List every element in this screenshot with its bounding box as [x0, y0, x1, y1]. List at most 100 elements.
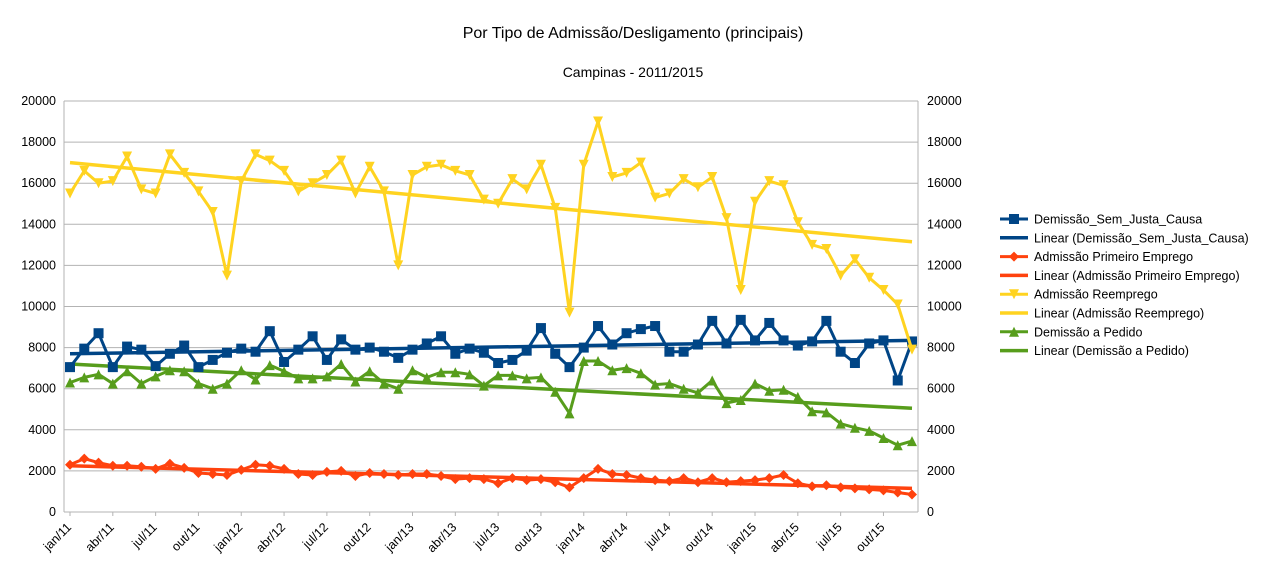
legend-item: Linear (Admissão Primeiro Emprego): [1000, 269, 1240, 283]
x-tick-label: jul/15: [813, 520, 845, 552]
data-point: [150, 371, 161, 382]
data-point: [393, 470, 404, 481]
data-point: [464, 473, 475, 484]
data-point: [221, 270, 232, 281]
data-point: [707, 375, 718, 386]
data-point: [150, 361, 161, 372]
data-point: [136, 378, 147, 389]
y-tick-label: 12000: [21, 258, 56, 272]
data-point: [878, 285, 889, 296]
data-point: [535, 323, 546, 334]
data-point: [350, 471, 361, 482]
data-point: [493, 198, 504, 209]
data-point: [778, 335, 789, 346]
data-point: [107, 362, 118, 373]
data-point: [250, 346, 261, 357]
x-tick-label: jan/13: [382, 520, 417, 555]
data-point: [279, 366, 290, 377]
data-point: [821, 315, 832, 326]
data-point: [207, 206, 218, 217]
legend-item: Linear (Demissão a Pedido): [1000, 344, 1189, 358]
data-point: [221, 347, 232, 358]
data-point: [678, 473, 689, 484]
data-point: [250, 149, 261, 160]
data-point: [478, 474, 489, 485]
x-tick-label: jan/14: [553, 520, 588, 555]
data-point: [450, 367, 461, 378]
x-tick-label: jul/11: [129, 520, 160, 551]
legend-item: Linear (Demissão_Sem_Justa_Causa): [1000, 231, 1249, 245]
data-point: [393, 383, 404, 394]
x-tick-label: jul/13: [471, 520, 503, 552]
data-point: [65, 377, 75, 388]
x-tick-label: out/14: [682, 520, 717, 555]
data-point: [521, 184, 532, 195]
data-point: [236, 464, 247, 475]
data-point: [136, 184, 147, 195]
x-tick-label: jan/15: [724, 520, 759, 555]
data-point: [721, 338, 732, 349]
data-point: [450, 474, 461, 485]
data-point: [778, 384, 789, 395]
series-linear-demiss-o-sem-justa-causa: [69, 338, 913, 356]
data-point: [792, 478, 803, 489]
data-point: [293, 373, 304, 384]
data-point: [550, 386, 561, 397]
y2-tick-label: 10000: [927, 300, 962, 314]
data-point: [807, 239, 818, 250]
data-point: [478, 194, 489, 205]
data-point: [521, 475, 532, 486]
data-point: [735, 314, 746, 325]
data-point: [493, 478, 504, 489]
data-point: [578, 355, 589, 366]
data-point: [535, 474, 546, 485]
data-point: [721, 398, 732, 409]
data-point: [150, 188, 161, 199]
data-point: [264, 360, 275, 371]
y-tick-label: 10000: [21, 300, 56, 314]
series-linear-admiss-o-primeiro-emprego: [69, 464, 913, 491]
data-point: [821, 243, 832, 254]
data-point: [892, 299, 903, 310]
data-point: [293, 344, 304, 355]
legend-item: Demissão a Pedido: [1000, 325, 1142, 339]
data-point: [664, 346, 675, 357]
data-point: [221, 378, 232, 389]
data-point: [664, 378, 675, 389]
data-point: [164, 149, 175, 160]
data-point: [593, 463, 604, 474]
x-tick-label: out/13: [511, 520, 546, 555]
legend-marker: [1009, 251, 1019, 262]
data-point: [835, 270, 846, 281]
y2-tick-label: 12000: [927, 258, 962, 272]
data-point: [193, 362, 204, 373]
data-point: [807, 336, 818, 347]
data-point: [550, 348, 561, 359]
data-point: [578, 159, 589, 170]
data-point: [193, 467, 204, 478]
x-tick-label: abr/12: [253, 520, 288, 555]
data-point: [421, 161, 432, 172]
data-point: [692, 477, 703, 488]
data-point: [635, 473, 646, 484]
y-tick-label: 16000: [21, 176, 56, 190]
data-point: [792, 217, 803, 228]
data-point: [564, 408, 575, 419]
y2-tick-label: 18000: [927, 135, 962, 149]
legend-label: Demissão_Sem_Justa_Causa: [1034, 213, 1202, 227]
data-point: [535, 372, 546, 383]
data-point: [478, 347, 489, 358]
data-point: [750, 378, 761, 389]
data-point: [864, 272, 875, 283]
data-point: [293, 186, 304, 197]
data-point: [378, 468, 389, 479]
legend-label: Linear (Admissão Primeiro Emprego): [1034, 269, 1240, 283]
data-point: [307, 470, 318, 481]
data-point: [336, 334, 347, 345]
data-point: [764, 385, 775, 396]
data-point: [878, 433, 889, 444]
data-point: [635, 324, 646, 335]
data-point: [307, 178, 318, 189]
data-point: [849, 358, 860, 369]
y-tick-label: 0: [49, 505, 56, 519]
